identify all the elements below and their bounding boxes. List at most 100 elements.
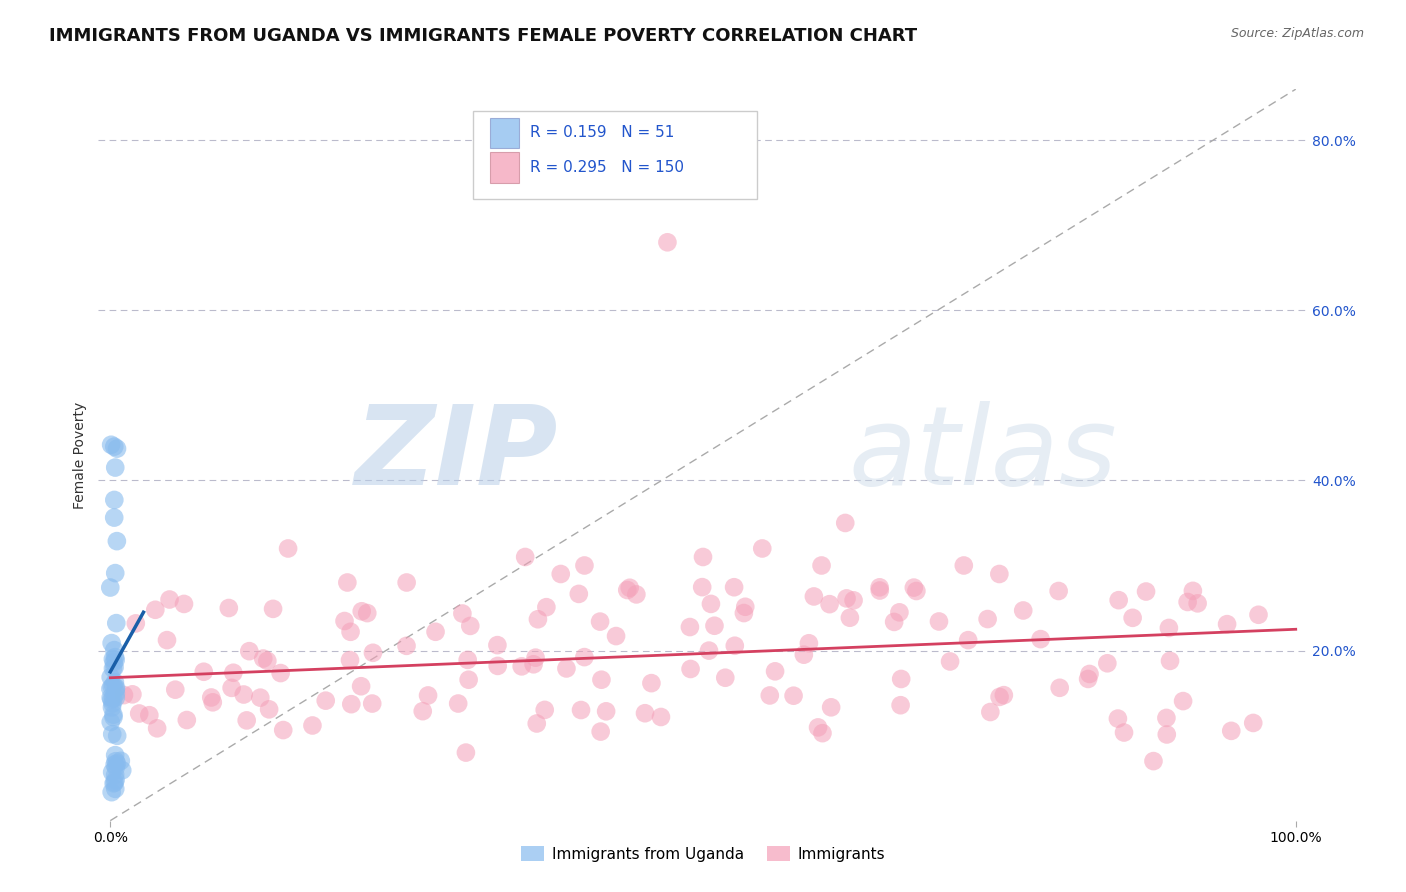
Point: [1156, 711, 1178, 725]
Point: [451, 607, 474, 621]
Point: [957, 633, 980, 648]
Point: [105, 534, 128, 549]
Point: [1047, 584, 1070, 599]
Point: [105, 442, 128, 456]
Point: [100, 670, 122, 684]
Point: [574, 558, 596, 573]
Point: [1156, 727, 1178, 741]
Point: [591, 673, 613, 687]
Point: [100, 714, 122, 729]
Point: [100, 785, 122, 799]
Point: [173, 597, 195, 611]
Point: [100, 636, 122, 650]
Point: [112, 688, 135, 702]
Point: [1159, 654, 1181, 668]
Point: [869, 580, 891, 594]
Point: [782, 689, 804, 703]
Point: [271, 723, 294, 737]
Point: [395, 639, 418, 653]
Point: [734, 599, 756, 614]
Point: [703, 618, 725, 632]
Point: [105, 756, 128, 771]
Point: [356, 606, 378, 620]
Point: [105, 729, 128, 743]
Point: [104, 566, 127, 581]
Point: [104, 781, 127, 796]
Point: [568, 587, 591, 601]
Text: R = 0.295   N = 150: R = 0.295 N = 150: [530, 160, 685, 175]
Point: [486, 638, 509, 652]
Text: ZIP: ZIP: [354, 401, 558, 508]
Point: [807, 720, 830, 734]
Point: [1077, 672, 1099, 686]
Point: [692, 549, 714, 564]
Point: [101, 700, 124, 714]
Point: [336, 575, 359, 590]
Point: [457, 673, 479, 687]
Point: [125, 616, 148, 631]
Point: [733, 606, 755, 620]
Point: [105, 616, 128, 631]
Point: [1078, 667, 1101, 681]
Point: [952, 558, 974, 573]
Point: [1122, 611, 1144, 625]
Point: [256, 654, 278, 668]
Text: atlas: atlas: [848, 401, 1116, 508]
Point: [1181, 583, 1204, 598]
Point: [301, 718, 323, 732]
Point: [574, 650, 596, 665]
Point: [128, 706, 150, 721]
Point: [820, 700, 842, 714]
Point: [605, 629, 627, 643]
Point: [869, 583, 891, 598]
Point: [101, 727, 124, 741]
Point: [619, 581, 641, 595]
Point: [201, 695, 224, 709]
Point: [103, 492, 125, 507]
Point: [811, 726, 834, 740]
Point: [104, 772, 127, 787]
Point: [1247, 607, 1270, 622]
Point: [103, 643, 125, 657]
Point: [249, 690, 271, 705]
Legend: Immigrants from Uganda, Immigrants: Immigrants from Uganda, Immigrants: [515, 839, 891, 868]
Point: [1112, 725, 1135, 739]
Point: [759, 689, 782, 703]
Point: [270, 666, 292, 681]
Point: [340, 697, 363, 711]
Point: [98, 581, 121, 595]
Point: [176, 713, 198, 727]
Point: [679, 620, 702, 634]
FancyBboxPatch shape: [474, 112, 758, 199]
Point: [640, 676, 662, 690]
Point: [103, 691, 125, 706]
Point: [818, 597, 841, 611]
Point: [616, 582, 638, 597]
Point: [104, 686, 127, 700]
Point: [905, 584, 928, 599]
Point: [835, 591, 858, 606]
Point: [252, 651, 274, 665]
Point: [976, 612, 998, 626]
Point: [104, 682, 127, 697]
Point: [232, 688, 254, 702]
Point: [988, 690, 1011, 704]
Point: [1108, 593, 1130, 607]
Point: [110, 754, 132, 768]
Point: [277, 541, 299, 556]
Point: [103, 776, 125, 790]
Point: [143, 603, 166, 617]
Point: [524, 650, 547, 665]
FancyBboxPatch shape: [491, 153, 519, 183]
Y-axis label: Female Poverty: Female Poverty: [73, 401, 87, 508]
Point: [454, 746, 477, 760]
Text: Source: ZipAtlas.com: Source: ZipAtlas.com: [1230, 27, 1364, 40]
Point: [988, 566, 1011, 581]
Point: [510, 659, 533, 673]
Point: [522, 657, 544, 672]
Point: [1135, 584, 1157, 599]
Point: [1049, 681, 1071, 695]
Point: [101, 697, 124, 711]
Point: [257, 702, 280, 716]
Point: [1177, 595, 1199, 609]
